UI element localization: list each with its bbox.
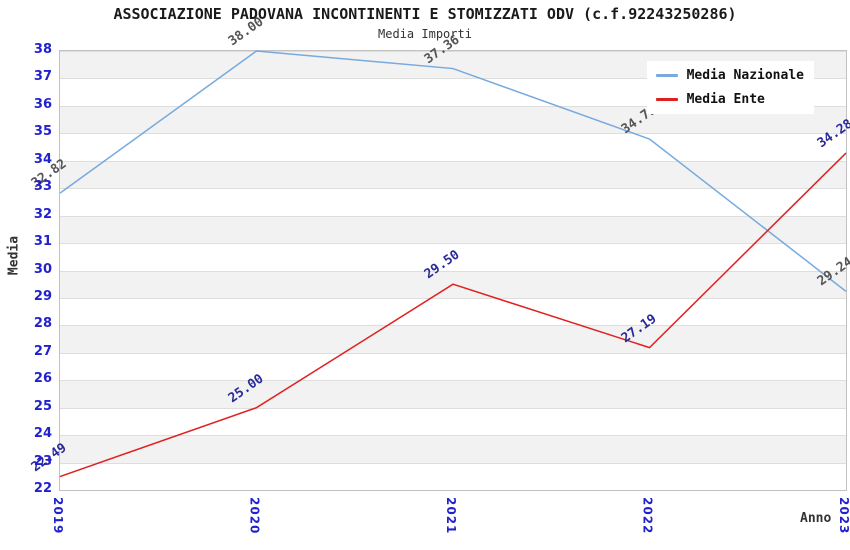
legend-label: Media Nazionale [686, 68, 804, 83]
y-tick-label: 26 [33, 371, 52, 387]
line-series-canvas [59, 50, 847, 478]
y-tick-label: 36 [33, 96, 52, 112]
grid-band [60, 243, 846, 271]
grid-band [60, 215, 846, 244]
y-tick-label: 32 [33, 206, 52, 222]
grid-band [60, 325, 846, 353]
legend-swatch [655, 98, 678, 101]
y-tick-label: 24 [33, 426, 52, 442]
y-tick-label: 28 [33, 316, 52, 332]
grid-band [60, 435, 846, 463]
chart-title: ASSOCIAZIONE PADOVANA INCONTINENTI E STO… [113, 5, 737, 23]
legend-item: Media Nazionale [655, 68, 804, 83]
grid-band [60, 160, 846, 189]
y-tick-label: 30 [33, 261, 52, 277]
y-tick-label: 22 [33, 481, 52, 496]
x-tick-label: 2023 [837, 497, 850, 535]
grid-band [60, 188, 846, 216]
y-tick-label: 33 [33, 179, 52, 195]
grid-band [60, 380, 846, 408]
x-tick-label: 2022 [640, 497, 655, 535]
grid-band [60, 352, 846, 381]
x-tick-label: 2020 [247, 497, 262, 535]
legend-label: Media Ente [686, 92, 765, 107]
x-tick-label: 2021 [444, 497, 458, 535]
series-line-media-ente [59, 152, 847, 478]
grid-band [60, 133, 846, 161]
y-tick-label: 37 [33, 69, 52, 85]
grid-band [60, 297, 846, 326]
x-axis-title: Anno [800, 511, 832, 526]
y-tick-label: 29 [33, 288, 52, 304]
x-tick-label: 2019 [51, 497, 65, 535]
legend-swatch [655, 74, 678, 77]
y-tick-label: 25 [33, 398, 52, 414]
legend: Media Nazionale Media Ente [646, 61, 814, 114]
y-tick-label: 31 [33, 234, 52, 250]
grid-band [60, 462, 846, 490]
legend-item: Media Ente [655, 92, 804, 107]
grid-band [60, 407, 846, 436]
y-tick-label: 27 [33, 343, 52, 359]
plot-area: 32.82 38.00 37.36 34.79 29.24 22.49 25.00 29.50… [29, 14, 850, 491]
y-tick-label: 34 [33, 151, 52, 167]
y-tick-label: 35 [33, 124, 52, 140]
y-tick-label: 23 [33, 453, 52, 469]
series-line-media-nazionale [59, 50, 847, 292]
chart-subtitle: Media Importi [378, 27, 472, 41]
y-tick-label: 38 [33, 42, 52, 57]
